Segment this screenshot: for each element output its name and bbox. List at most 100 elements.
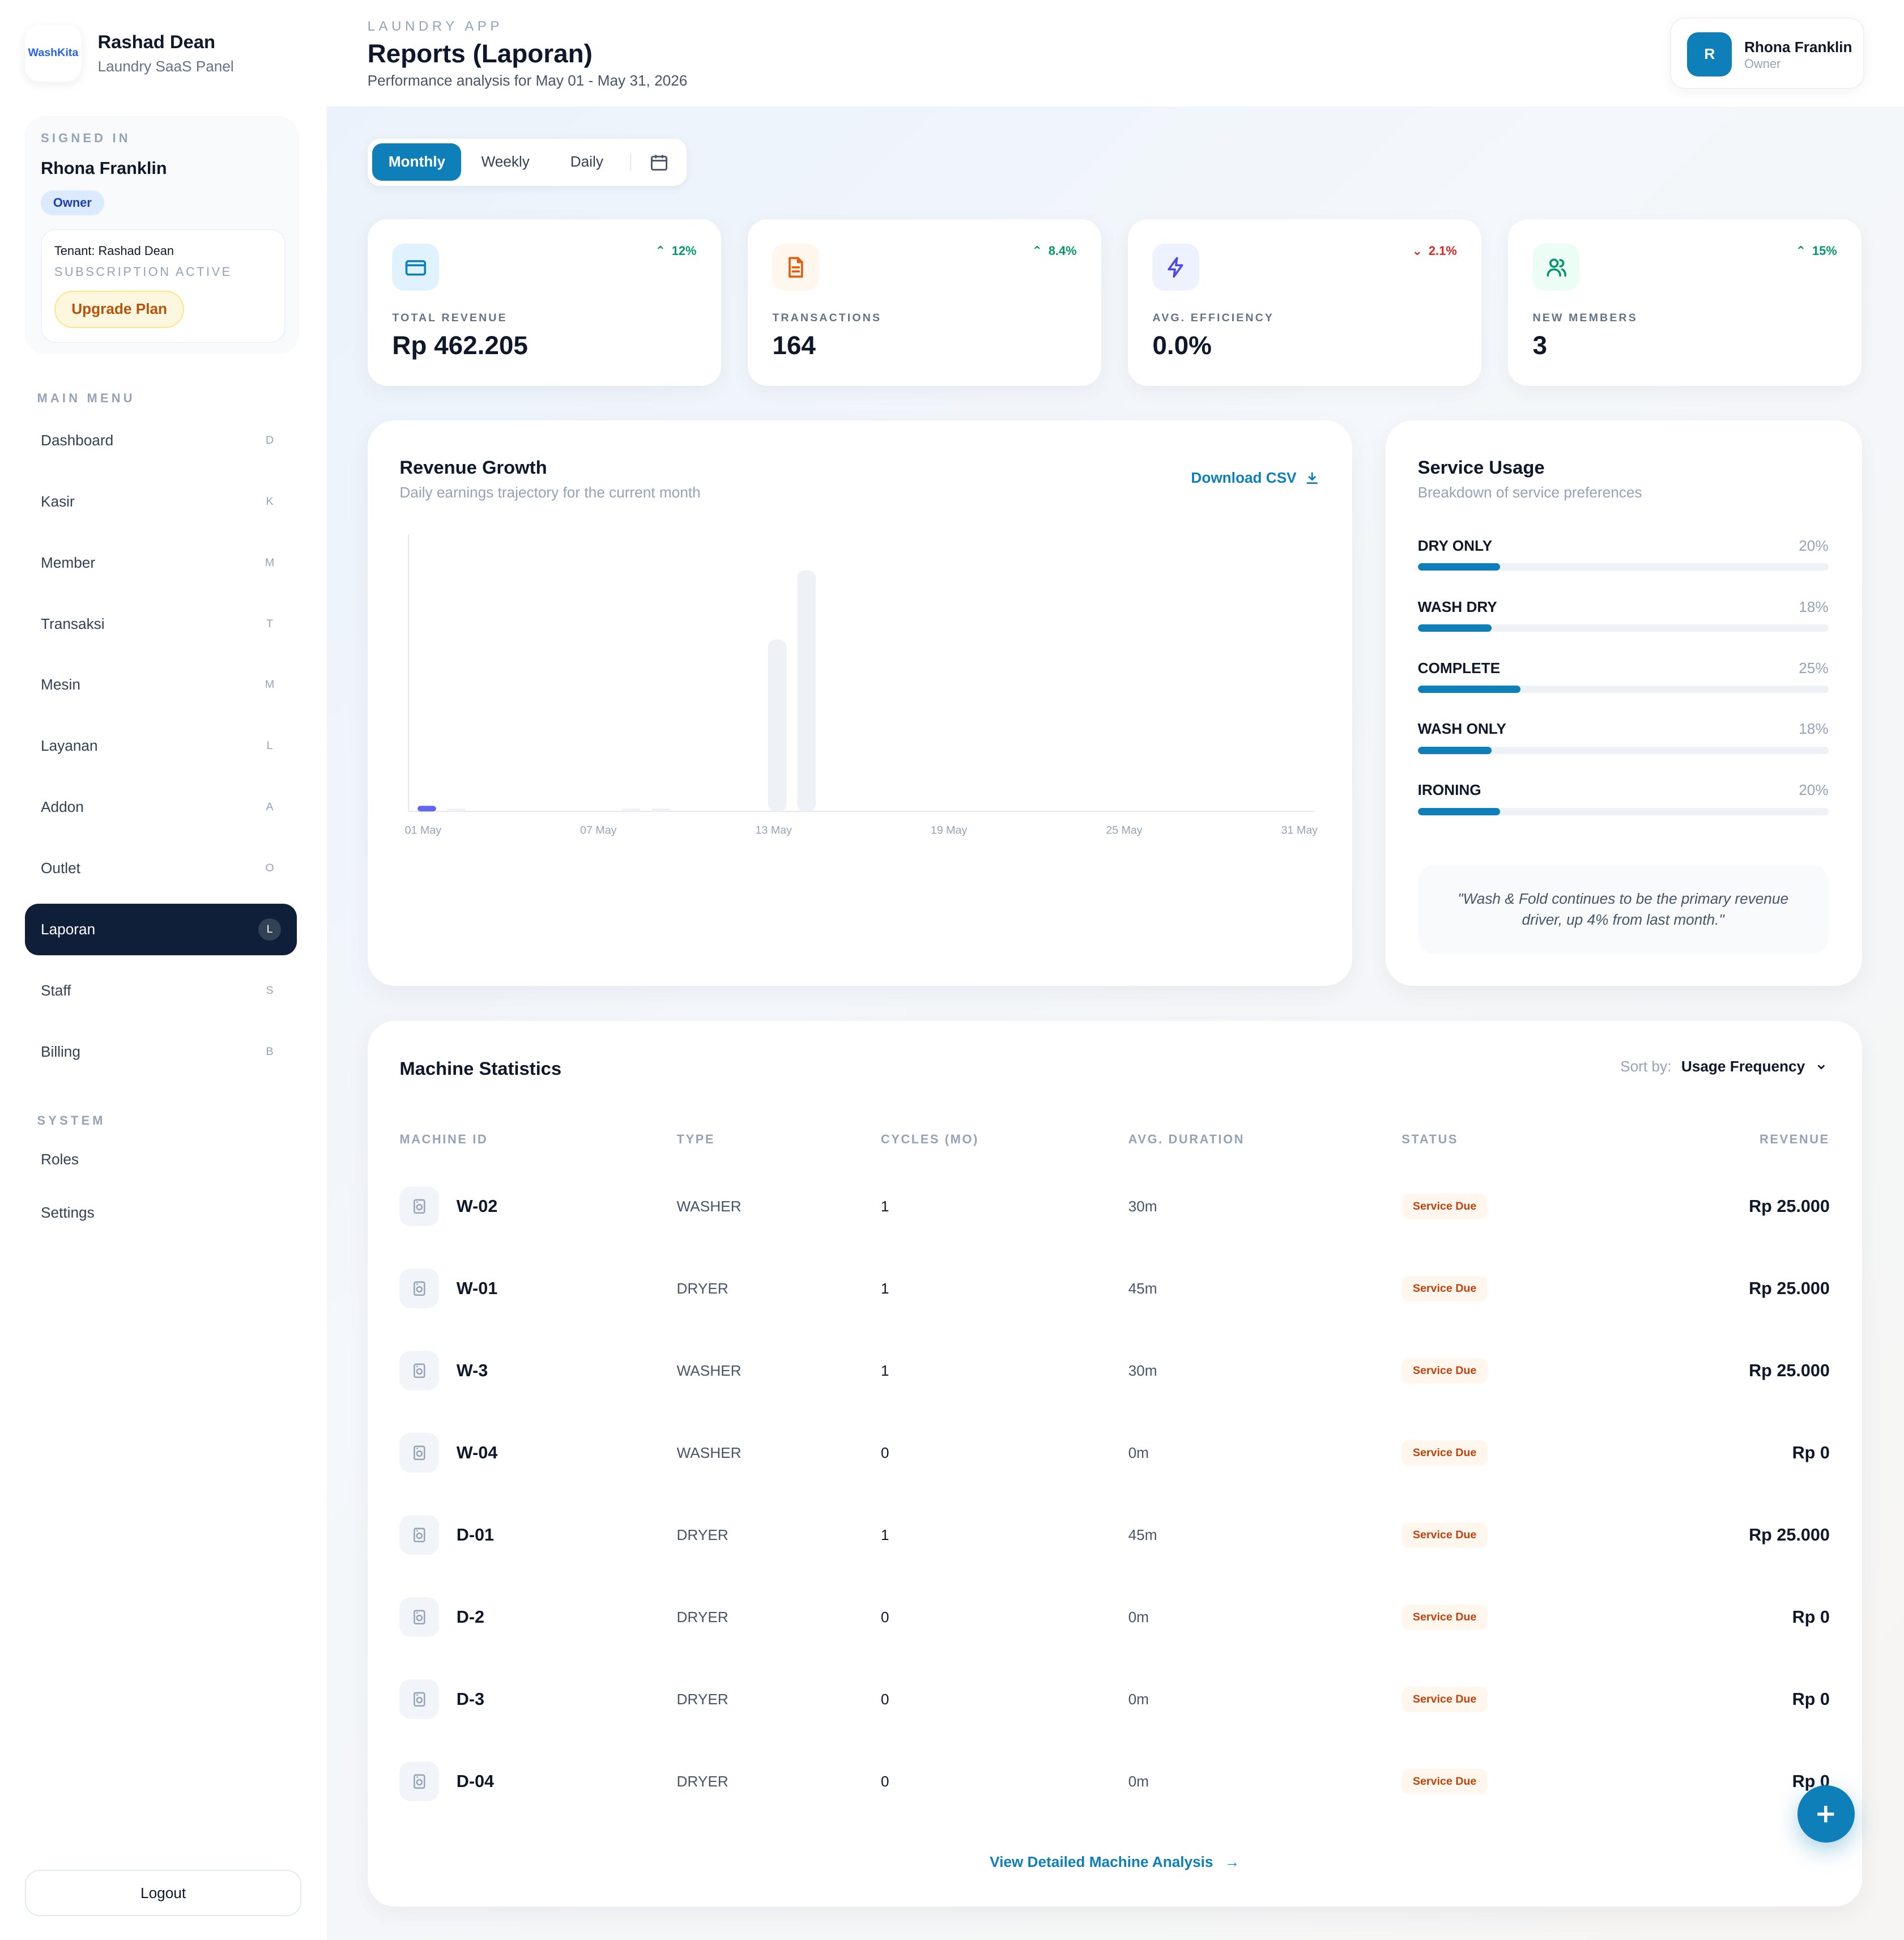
machine-duration: 0m: [1128, 1772, 1149, 1790]
service-percent: 18%: [1799, 598, 1829, 615]
kpi-trend: ⌃ 8.4%: [1032, 244, 1077, 258]
sidebar-item-addon[interactable]: Addon A: [25, 781, 297, 833]
lightning-icon: [1152, 244, 1200, 291]
logout-button[interactable]: Logout: [24, 1869, 302, 1917]
status-cell: Service Due: [1402, 1248, 1488, 1329]
machine-id: D-01: [456, 1525, 495, 1545]
sidebar-item-laporan[interactable]: Laporan L: [24, 903, 297, 956]
tab-monthly[interactable]: Monthly: [372, 143, 462, 181]
table-row[interactable]: W-02 WASHER 1 30m Service Due Rp 25.000: [368, 1165, 1862, 1247]
column-header: REVENUE: [1759, 1132, 1830, 1147]
users-icon: [1532, 244, 1580, 291]
service-usage-item: WASH ONLY 18%: [1417, 720, 1829, 754]
column-header: TYPE: [676, 1132, 715, 1147]
calendar-icon[interactable]: [649, 152, 669, 177]
kpi-card: ⌃ 15% NEW MEMBERS 3: [1507, 219, 1862, 386]
status-cell: Service Due: [1402, 1658, 1488, 1740]
sidebar-item-billing[interactable]: Billing B: [25, 1026, 297, 1078]
machine-cycles: 1: [880, 1279, 889, 1297]
system-caption: SYSTEM: [37, 1113, 106, 1128]
shortcut-key: K: [266, 495, 274, 508]
sort-dropdown[interactable]: Sort by: Usage Frequency: [1620, 1058, 1827, 1075]
table-row[interactable]: D-04 DRYER 0 0m Service Due Rp 0: [368, 1741, 1862, 1822]
chevron-down-icon: ⌄: [1412, 244, 1422, 258]
sidebar-item-label: Dashboard: [41, 431, 114, 449]
service-name: WASH ONLY: [1417, 720, 1506, 738]
status-cell: Service Due: [1402, 1576, 1488, 1658]
status-badge: Service Due: [1402, 1440, 1488, 1466]
table-row[interactable]: D-2 DRYER 0 0m Service Due Rp 0: [368, 1576, 1862, 1658]
service-percent: 20%: [1799, 781, 1829, 799]
sidebar-item-roles[interactable]: Roles: [25, 1133, 297, 1185]
download-csv-button[interactable]: Download CSV: [1191, 469, 1320, 487]
sidebar-item-mesin[interactable]: Mesin M: [25, 659, 297, 711]
machine-cycles: 1: [880, 1526, 889, 1543]
signed-in-card: SIGNED IN Rhona Franklin Owner Tenant: R…: [24, 116, 300, 354]
x-tick-label: 07 May: [580, 824, 617, 837]
kpi-trend: ⌃ 15%: [1796, 244, 1837, 258]
machine-icon: [399, 1679, 440, 1720]
tab-weekly[interactable]: Weekly: [481, 153, 530, 171]
machine-revenue: Rp 25.000: [1749, 1360, 1830, 1380]
sidebar-item-member[interactable]: Member M: [25, 537, 297, 589]
x-tick-label: 19 May: [930, 824, 967, 837]
sidebar-item-kasir[interactable]: Kasir K: [25, 475, 297, 527]
progress-track: [1417, 746, 1829, 754]
status-cell: Service Due: [1402, 1494, 1488, 1576]
document-icon: [772, 244, 820, 291]
table-row[interactable]: D-3 DRYER 0 0m Service Due Rp 0: [368, 1658, 1862, 1740]
kpi-label: TRANSACTIONS: [772, 312, 882, 325]
tab-daily[interactable]: Daily: [570, 153, 603, 171]
view-machine-analysis-link[interactable]: View Detailed Machine Analysis →: [368, 1853, 1862, 1871]
sidebar-item-transaksi[interactable]: Transaksi T: [25, 598, 297, 650]
signed-in-caption: SIGNED IN: [41, 131, 131, 146]
table-row[interactable]: W-01 DRYER 1 45m Service Due Rp 25.000: [368, 1248, 1862, 1329]
chevron-up-icon: ⌃: [1032, 244, 1042, 258]
chart-bar: [796, 570, 816, 812]
service-usage-item: DRY ONLY 20%: [1417, 537, 1829, 571]
kpi-trend-value: 12%: [671, 244, 697, 258]
chart-bar: [768, 640, 787, 812]
machine-type: DRYER: [676, 1279, 729, 1297]
table-row[interactable]: W-3 WASHER 1 30m Service Due Rp 25.000: [368, 1330, 1862, 1411]
kpi-card: ⌃ 8.4% TRANSACTIONS 164: [747, 219, 1102, 386]
sidebar-item-dashboard[interactable]: Dashboard D: [25, 415, 297, 467]
service-percent: 20%: [1799, 537, 1829, 554]
brand[interactable]: WashKita Rashad Dean Laundry SaaS Panel: [24, 24, 234, 82]
machine-id-cell: D-01: [399, 1494, 494, 1576]
sidebar-item-outlet[interactable]: Outlet O: [25, 843, 297, 895]
revenue-growth-panel: Revenue Growth Daily earnings trajectory…: [367, 420, 1352, 986]
upgrade-plan-button[interactable]: Upgrade Plan: [54, 290, 185, 328]
machine-duration: 45m: [1128, 1279, 1157, 1297]
shortcut-key: B: [266, 1045, 274, 1058]
kpi-value: Rp 462.205: [392, 330, 528, 360]
kpi-trend-value: 2.1%: [1428, 244, 1457, 258]
machine-duration: 30m: [1128, 1362, 1157, 1379]
chevron-up-icon: ⌃: [655, 244, 666, 258]
kpi-label: NEW MEMBERS: [1532, 312, 1638, 325]
sidebar-item-staff[interactable]: Staff S: [25, 964, 297, 1016]
sidebar-item-settings[interactable]: Settings: [25, 1186, 297, 1239]
service-usage-item: COMPLETE 25%: [1417, 660, 1829, 693]
machine-cycles: 1: [880, 1362, 889, 1379]
plus-icon: [1817, 1805, 1834, 1823]
user-profile-card[interactable]: R Rhona Franklin Owner: [1670, 17, 1864, 89]
table-row[interactable]: D-01 DRYER 1 45m Service Due Rp 25.000: [368, 1494, 1862, 1576]
sidebar-item-label: Addon: [41, 798, 84, 816]
machine-cycles: 0: [880, 1772, 889, 1790]
machine-statistics-title: Machine Statistics: [399, 1058, 562, 1079]
progress-track: [1417, 807, 1829, 815]
add-fab-button[interactable]: [1797, 1785, 1855, 1843]
sidebar-item-label: Outlet: [41, 860, 80, 877]
sidebar-item-layanan[interactable]: Layanan L: [25, 720, 297, 772]
table-row[interactable]: W-04 WASHER 0 0m Service Due Rp 0: [368, 1412, 1862, 1494]
machine-duration: 0m: [1128, 1608, 1149, 1626]
brand-subtitle: Laundry SaaS Panel: [97, 57, 234, 75]
service-usage-title: Service Usage: [1417, 456, 1545, 478]
status-badge: Service Due: [1402, 1275, 1488, 1301]
kpi-trend: ⌄ 2.1%: [1412, 244, 1457, 258]
subscription-status: SUBSCRIPTION ACTIVE: [54, 265, 232, 279]
machine-cycles: 0: [880, 1690, 889, 1708]
chevron-up-icon: ⌃: [1795, 244, 1807, 258]
machine-icon: [399, 1433, 440, 1473]
